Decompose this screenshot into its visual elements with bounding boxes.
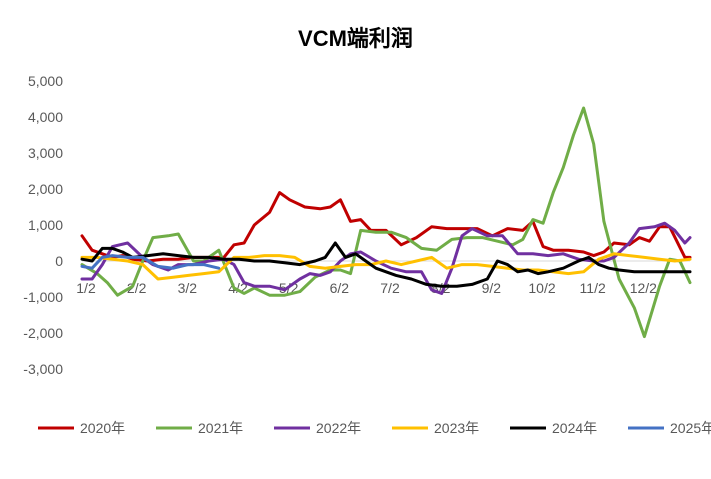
legend-label: 2022年 bbox=[316, 420, 361, 436]
y-tick-label: -3,000 bbox=[23, 361, 63, 377]
y-tick-label: 2,000 bbox=[28, 181, 63, 197]
legend-item: 2020年 bbox=[38, 420, 125, 436]
series-line-0 bbox=[80, 191, 692, 263]
legend-item: 2022年 bbox=[274, 420, 361, 436]
legend-item: 2024年 bbox=[510, 420, 597, 436]
y-tick-label: -2,000 bbox=[23, 325, 63, 341]
x-tick-label: 2/2 bbox=[127, 280, 147, 296]
series-line-1 bbox=[80, 106, 692, 339]
x-tick-label: 1/2 bbox=[76, 280, 96, 296]
series-line-4 bbox=[80, 241, 692, 288]
y-tick-label: -1,000 bbox=[23, 289, 63, 305]
x-tick-label: 7/2 bbox=[380, 280, 400, 296]
x-tick-label: 10/2 bbox=[528, 280, 555, 296]
series-line-5 bbox=[80, 254, 221, 270]
series-line-3 bbox=[80, 252, 692, 281]
chart-title: VCM端利润 bbox=[298, 26, 413, 51]
legend-item: 2021年 bbox=[156, 420, 243, 436]
y-axis-ticks: 5,000 4,000 3,000 2,000 1,000 0 -1,000 -2,000 -3… bbox=[23, 73, 63, 377]
y-tick-label: 5,000 bbox=[28, 73, 63, 89]
x-tick-label: 6/2 bbox=[330, 280, 350, 296]
x-tick-label: 3/2 bbox=[178, 280, 198, 296]
legend: 2020年 2021年 2022年 2023年 2024年 2025年 bbox=[38, 420, 711, 436]
x-tick-label: 12/2 bbox=[630, 280, 657, 296]
legend-label: 2020年 bbox=[80, 420, 125, 436]
x-tick-label: 11/2 bbox=[580, 280, 606, 296]
legend-label: 2021年 bbox=[198, 420, 243, 436]
legend-label: 2023年 bbox=[434, 420, 479, 436]
legend-item: 2025年 bbox=[628, 420, 711, 436]
legend-label: 2025年 bbox=[670, 420, 711, 436]
y-tick-label: 4,000 bbox=[28, 109, 63, 125]
legend-label: 2024年 bbox=[552, 420, 597, 436]
series-line-2 bbox=[80, 221, 692, 295]
y-tick-label: 3,000 bbox=[28, 145, 63, 161]
x-tick-label: 9/2 bbox=[482, 280, 502, 296]
y-tick-label: 1,000 bbox=[28, 217, 63, 233]
legend-item: 2023年 bbox=[392, 420, 479, 436]
series-lines bbox=[80, 106, 692, 339]
y-tick-label: 0 bbox=[55, 253, 63, 269]
